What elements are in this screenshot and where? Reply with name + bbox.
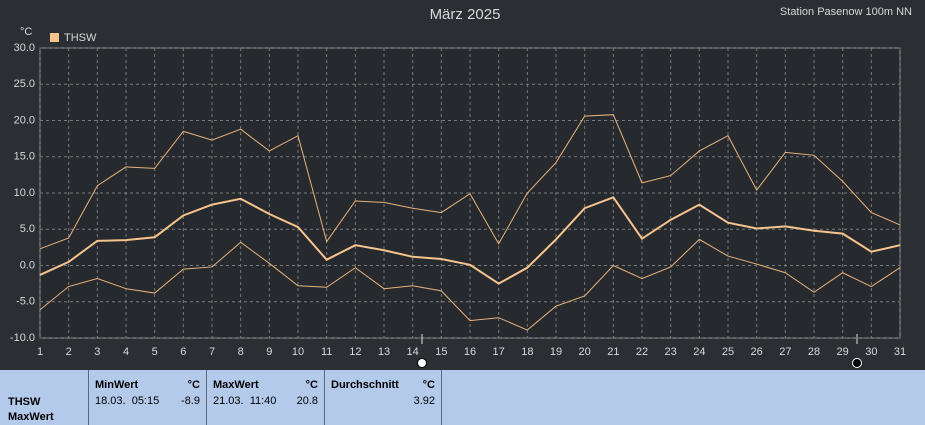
cell-time: 21.03. 11:40 bbox=[213, 395, 277, 407]
x-tick-label: 1 bbox=[37, 346, 43, 358]
x-tick-label: 19 bbox=[550, 346, 562, 358]
x-tick-label: 27 bbox=[779, 346, 791, 358]
summary-label-cell: THSW MaxWert bbox=[0, 370, 88, 425]
x-tick-label: 17 bbox=[493, 346, 505, 358]
x-tick-label: 13 bbox=[378, 346, 390, 358]
x-tick-label: 21 bbox=[607, 346, 619, 358]
x-tick-label: 2 bbox=[66, 346, 72, 358]
y-tick-label: 5.0 bbox=[20, 223, 35, 235]
legend-label: THSW bbox=[64, 32, 97, 44]
cell-title: MaxWert bbox=[213, 379, 259, 391]
x-tick-label: 4 bbox=[123, 346, 129, 358]
x-tick-label: 12 bbox=[349, 346, 361, 358]
summary-panel: THSW MaxWert MinWert °C 18.03. 05:15 -8.9 Ma… bbox=[0, 370, 925, 425]
cell-unit: °C bbox=[422, 379, 435, 391]
summary-cell: MinWert °C 18.03. 05:15 -8.9 bbox=[88, 370, 206, 425]
y-tick-label: 25.0 bbox=[14, 78, 35, 90]
x-tick-label: 23 bbox=[665, 346, 677, 358]
moon-icons bbox=[417, 334, 862, 368]
y-tick-label: 10.0 bbox=[14, 187, 35, 199]
summary-cell: Durchschnitt °C 3.92 bbox=[324, 370, 442, 425]
x-tick-label: 8 bbox=[238, 346, 244, 358]
x-tick-label: 7 bbox=[209, 346, 215, 358]
cell-value: 20.8 bbox=[296, 395, 318, 407]
y-tick-label: -5.0 bbox=[16, 296, 35, 308]
x-tick-label: 28 bbox=[808, 346, 820, 358]
station: Station Pasenow 100m NN bbox=[780, 6, 912, 18]
x-tick-label: 20 bbox=[579, 346, 591, 358]
cell-unit: °C bbox=[187, 379, 200, 391]
y-tick-label: 30.0 bbox=[14, 42, 35, 54]
x-tick-label: 26 bbox=[751, 346, 763, 358]
line bbox=[39, 196, 901, 285]
legend-swatch bbox=[50, 33, 59, 42]
line bbox=[39, 114, 901, 250]
x-tick-label: 3 bbox=[94, 346, 100, 358]
y-tick-label: 0.0 bbox=[20, 259, 35, 271]
chart: März 2025 Station Pasenow 100m NN °C -10… bbox=[10, 6, 912, 368]
x-tick-label: 16 bbox=[464, 346, 476, 358]
x-tick-label: 31 bbox=[894, 346, 906, 358]
summary-label: THSW bbox=[8, 396, 41, 408]
x-tick-label: 5 bbox=[152, 346, 158, 358]
x-tick-label: 15 bbox=[435, 346, 447, 358]
x-tick-label: 10 bbox=[292, 346, 304, 358]
x-tick-label: 9 bbox=[266, 346, 272, 358]
y-tick-label: 20.0 bbox=[14, 114, 35, 126]
cell-title: Durchschnitt bbox=[331, 379, 399, 391]
summary-sublabel: MaxWert bbox=[8, 411, 54, 423]
x-tick-label: 29 bbox=[837, 346, 849, 358]
cell-time: 18.03. 05:15 bbox=[95, 395, 160, 407]
y-tick-label: 15.0 bbox=[14, 151, 35, 163]
x-tick-label: 18 bbox=[521, 346, 533, 358]
x-tick-label: 30 bbox=[865, 346, 877, 358]
x-tick-label: 24 bbox=[693, 346, 705, 358]
cell-title: MinWert bbox=[95, 379, 139, 391]
y-unit: °C bbox=[20, 26, 32, 38]
line bbox=[39, 238, 901, 331]
cell-unit: °C bbox=[305, 379, 318, 391]
cell-value: 3.92 bbox=[413, 395, 435, 407]
y-tick-label: -10.0 bbox=[10, 332, 35, 344]
chart-title: März 2025 bbox=[430, 6, 501, 23]
x-tick-label: 25 bbox=[722, 346, 734, 358]
x-tick-label: 22 bbox=[636, 346, 648, 358]
cell-value: -8.9 bbox=[181, 395, 200, 407]
summary-cell: MaxWert °C 21.03. 11:40 20.8 bbox=[206, 370, 324, 425]
x-tick-label: 11 bbox=[321, 346, 332, 358]
x-tick-label: 14 bbox=[407, 346, 419, 358]
x-tick-label: 6 bbox=[180, 346, 186, 358]
